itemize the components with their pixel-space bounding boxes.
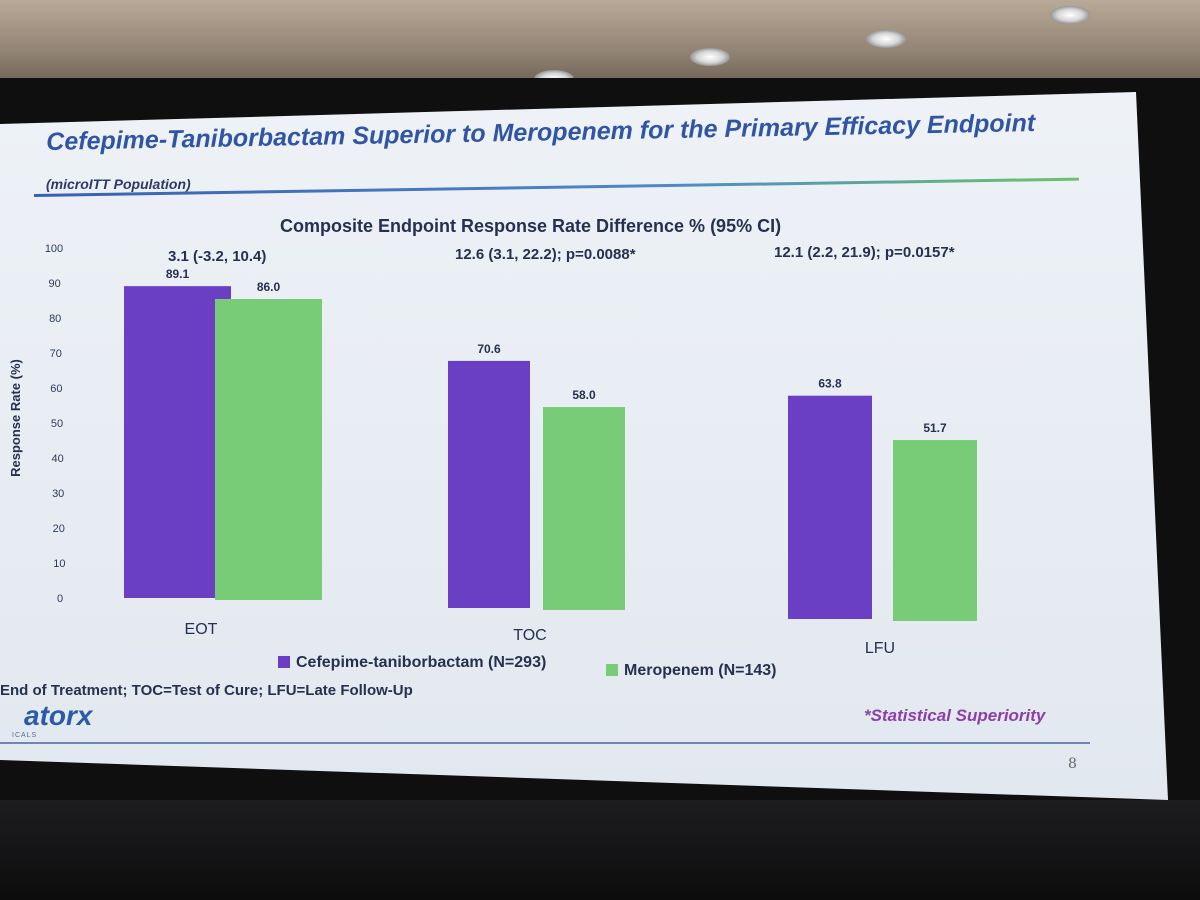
bar-cefepime-eot: [124, 286, 231, 598]
y-tick-label: 0: [57, 593, 63, 605]
y-tick-label: 60: [50, 383, 62, 395]
y-tick-label: 90: [48, 278, 60, 290]
data-label-meropenem-eot: 86.0: [257, 280, 281, 294]
y-tick-label: 70: [50, 348, 62, 360]
y-tick-label: 10: [53, 558, 65, 570]
legend-label-cefepime: Cefepime-taniborbactam (N=293): [296, 654, 547, 671]
bar-cefepime-toc: [448, 360, 530, 608]
y-tick-label: 30: [52, 488, 64, 500]
y-axis-label: Response Rate (%): [8, 359, 23, 477]
company-logo-subtext: ICALS: [12, 732, 38, 739]
statistical-superiority-note: *Statistical Superiority: [864, 706, 1046, 725]
legend-item-cefepime: Cefepime-taniborbactam (N=293): [278, 654, 546, 672]
footer-divider: [0, 742, 1090, 744]
difference-label-toc: 12.6 (3.1, 22.2); p=0.0088*: [455, 246, 636, 263]
legend-swatch-meropenem: [606, 664, 618, 676]
difference-label-lfu: 12.1 (2.2, 21.9); p=0.0157*: [774, 244, 955, 261]
data-label-meropenem-lfu: 51.7: [923, 421, 947, 435]
y-tick-label: 80: [49, 313, 61, 325]
ceiling-light: [690, 48, 730, 66]
company-logo: atorx: [24, 700, 93, 731]
legend-swatch-cefepime: [278, 656, 290, 668]
bar-meropenem-toc: [543, 407, 625, 610]
ceiling-light: [866, 30, 906, 48]
y-tick-label: 40: [51, 453, 63, 465]
abbreviation-footnote: End of Treatment; TOC=Test of Cure; LFU=…: [0, 682, 413, 699]
y-tick-label: 20: [53, 523, 65, 535]
chart-title: Composite Endpoint Response Rate Differe…: [280, 216, 782, 236]
data-label-cefepime-lfu: 63.8: [818, 377, 842, 391]
x-category-label-toc: TOC: [513, 627, 546, 644]
ceiling-light: [1050, 6, 1090, 24]
bar-meropenem-eot: [215, 299, 322, 600]
bar-meropenem-lfu: [893, 440, 977, 621]
bar-cefepime-lfu: [788, 395, 872, 619]
x-category-label-lfu: LFU: [865, 640, 895, 657]
difference-label-eot: 3.1 (-3.2, 10.4): [168, 248, 267, 265]
legend-label-meropenem: Meropenem (N=143): [624, 662, 777, 679]
slide-subtitle: (microITT Population): [46, 176, 191, 192]
page-number: 8: [1068, 756, 1077, 772]
legend-item-meropenem: Meropenem (N=143): [606, 662, 777, 680]
data-label-meropenem-toc: 58.0: [572, 388, 596, 402]
y-tick-label: 100: [45, 243, 63, 255]
x-category-label-eot: EOT: [185, 621, 218, 638]
y-tick-label: 50: [51, 418, 63, 430]
data-label-cefepime-eot: 89.1: [166, 267, 190, 281]
data-label-cefepime-toc: 70.6: [477, 342, 501, 356]
room-floor: [0, 800, 1200, 900]
